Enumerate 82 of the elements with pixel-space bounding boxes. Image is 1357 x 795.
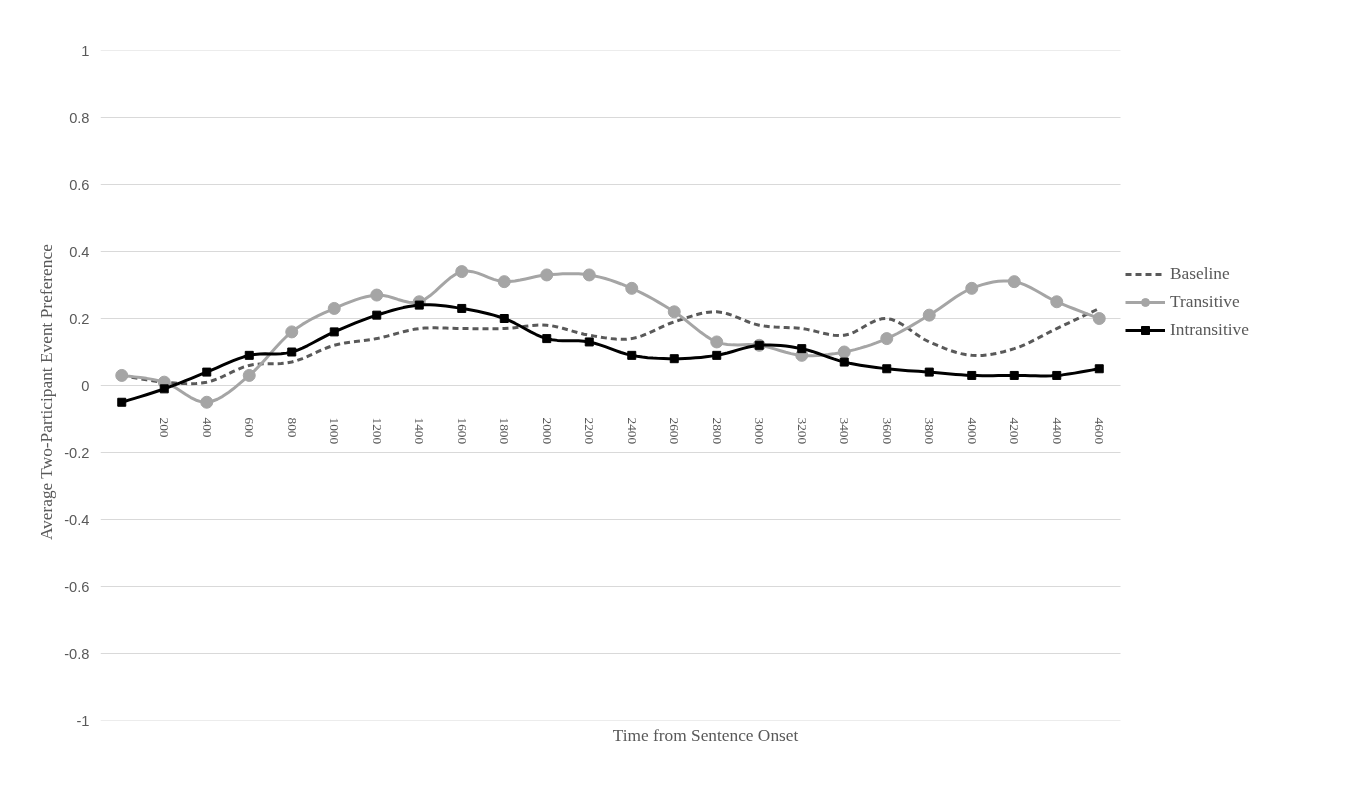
point [244, 350, 254, 360]
point [882, 364, 892, 374]
x-tick-label: 4400 [1049, 417, 1065, 445]
y-tick-label: 1 [81, 42, 90, 59]
point [924, 367, 934, 377]
y-tick-label: 0 [81, 377, 90, 394]
x-tick-label: 3000 [752, 417, 768, 445]
x-tick-label: 3400 [837, 417, 853, 445]
point [669, 354, 679, 364]
point [797, 344, 807, 354]
x-tick-label: 1600 [454, 417, 470, 445]
x-tick-label: 1400 [412, 417, 428, 445]
y-tick-label: -0.6 [64, 578, 90, 595]
y-tick-label: -0.8 [64, 645, 90, 662]
y-tick-label: -0.4 [64, 511, 90, 528]
point [1092, 312, 1106, 325]
point [457, 303, 467, 313]
point [117, 397, 127, 407]
x-tick-label: 3200 [794, 417, 810, 445]
x-tick-label: 4600 [1092, 417, 1108, 445]
point [285, 325, 299, 339]
legend-label: Transitive [1170, 292, 1240, 312]
point [202, 367, 212, 377]
x-tick-label: 200 [157, 417, 173, 438]
point [667, 305, 681, 319]
legend-label: Intransitive [1170, 320, 1249, 340]
y-axis-title: Average Two-Participant Event Preference [37, 243, 57, 541]
point [287, 347, 297, 357]
x-tick-label: 4000 [964, 417, 980, 445]
point [499, 314, 509, 323]
x-tick-label: 2000 [539, 417, 555, 445]
x-tick-label: 3800 [922, 417, 938, 445]
legend-label: Baseline [1170, 264, 1230, 284]
y-tick-label: 0.4 [69, 243, 90, 260]
point [242, 368, 256, 382]
point [584, 337, 594, 347]
x-tick-label: 400 [199, 417, 215, 438]
point [327, 301, 341, 315]
point [1052, 370, 1062, 380]
point [965, 281, 979, 295]
y-tick-label: 0.2 [69, 310, 90, 327]
point [967, 370, 977, 380]
point [455, 265, 469, 279]
point [712, 350, 722, 360]
point [372, 310, 382, 320]
x-tick-label: 2600 [667, 417, 683, 445]
y-tick-label: 0.6 [69, 176, 90, 193]
y-tick-label: -0.2 [64, 444, 90, 461]
point [837, 345, 851, 359]
point [627, 350, 637, 360]
x-tick-label: 600 [242, 417, 258, 438]
point [922, 308, 936, 322]
point [159, 384, 169, 394]
point [625, 281, 639, 295]
x-tick-label: 4200 [1007, 417, 1023, 445]
point [329, 327, 339, 337]
y-tick-label: -1 [76, 712, 90, 729]
y-tick-label: 0.8 [69, 109, 90, 126]
x-axis-title: Time from Sentence Onset [612, 725, 799, 745]
point [414, 300, 424, 310]
point [115, 368, 129, 382]
point [1009, 370, 1019, 380]
point [1050, 295, 1064, 309]
point [542, 334, 552, 344]
x-tick-label: 1000 [327, 417, 343, 445]
point [582, 268, 596, 282]
x-tick-label: 1200 [369, 417, 385, 445]
x-tick-label: 2200 [582, 417, 598, 445]
x-tick-label: 2400 [624, 417, 640, 445]
point [1094, 364, 1104, 374]
point [370, 288, 384, 302]
point [880, 332, 894, 346]
x-tick-label: 800 [284, 417, 300, 438]
point [200, 395, 214, 409]
x-tick-label: 1800 [497, 417, 513, 445]
point [710, 335, 724, 349]
x-tick-label: 2800 [709, 417, 725, 445]
point [839, 357, 849, 367]
point [1007, 275, 1021, 289]
point [497, 275, 511, 289]
x-tick-label: 3600 [879, 417, 895, 445]
point [540, 268, 554, 282]
